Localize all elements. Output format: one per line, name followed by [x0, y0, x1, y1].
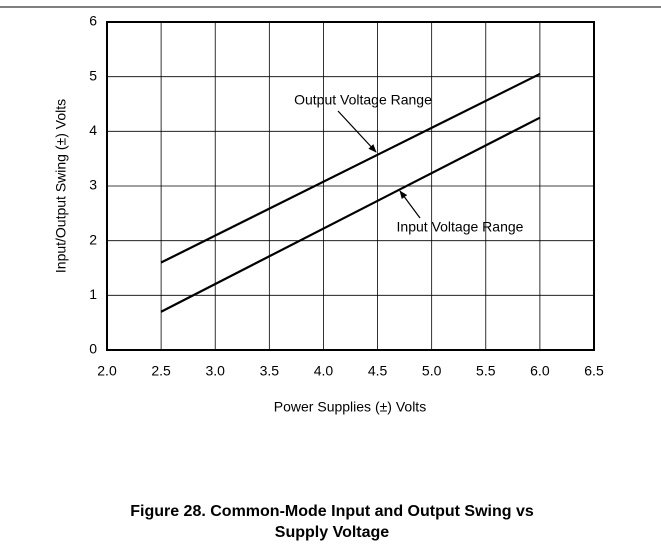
x-tick-label: 2.0 — [97, 363, 117, 379]
x-tick-label: 3.0 — [205, 363, 225, 379]
x-tick-label: 5.5 — [476, 363, 496, 379]
plot-frame — [106, 21, 595, 351]
y-tick-label: 1 — [89, 286, 97, 302]
annotation: Output Voltage Range — [294, 92, 432, 108]
caption: Figure 28. Common-Mode Input and Output … — [130, 503, 534, 520]
x-axis-label: Power Supplies (±) Volts — [274, 399, 426, 415]
y-tick-label: 4 — [89, 122, 97, 138]
caption: Supply Voltage — [275, 524, 389, 541]
x-tick-label: 6.5 — [584, 363, 604, 379]
x-tick-label: 4.5 — [368, 363, 388, 379]
annotation-arrow — [399, 190, 421, 219]
y-tick-label: 2 — [89, 231, 97, 247]
x-tick-label: 6.0 — [530, 363, 550, 379]
annotation-arrow — [337, 110, 377, 153]
x-tick-label: 3.5 — [260, 363, 280, 379]
x-tick-label: 4.0 — [314, 363, 334, 379]
y-axis-label: Input/Output Swing (±) Volts — [53, 99, 69, 273]
y-tick-label: 0 — [89, 341, 97, 357]
series-line — [160, 116, 541, 313]
x-tick-label: 2.5 — [151, 363, 171, 379]
series-line — [160, 72, 541, 264]
x-tick-label: 5.0 — [422, 363, 442, 379]
marks — [160, 72, 541, 313]
y-tick-label: 6 — [89, 13, 97, 29]
annotation: Input Voltage Range — [397, 219, 524, 235]
y-tick-label: 5 — [89, 67, 97, 83]
y-tick-label: 3 — [89, 177, 97, 193]
